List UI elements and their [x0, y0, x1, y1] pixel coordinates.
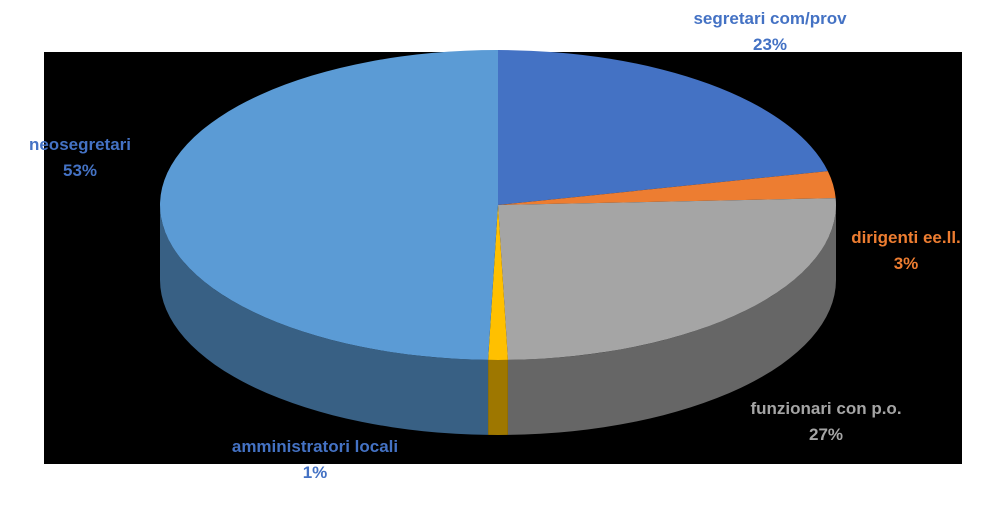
value-label: 27%	[808, 425, 844, 444]
data-label: amministratori locali 1%	[230, 434, 400, 486]
slice-top	[498, 171, 836, 205]
slice	[498, 171, 836, 205]
data-label: dirigenti ee.ll. 3%	[821, 225, 991, 277]
value-label: 3%	[893, 254, 919, 273]
data-label: funzionari con p.o. 27%	[741, 396, 911, 448]
slice-top	[498, 198, 836, 360]
data-label: neosegretari 53%	[0, 132, 165, 184]
category-label: dirigenti ee.ll.	[851, 228, 961, 247]
value-label: 1%	[302, 463, 328, 482]
slice	[159, 50, 498, 435]
slice	[498, 50, 828, 205]
slice-side	[488, 359, 508, 435]
category-label: segretari com/prov	[693, 9, 847, 28]
category-label: neosegretari	[28, 135, 132, 154]
slice-side	[507, 205, 836, 435]
slice	[488, 205, 508, 435]
category-label: amministratori locali	[231, 437, 399, 456]
slice-top	[488, 205, 508, 361]
slice-side	[160, 205, 489, 435]
value-label: 23%	[752, 35, 788, 54]
data-label: segretari com/prov 23%	[685, 6, 855, 58]
category-label: funzionari con p.o.	[750, 399, 902, 418]
value-label: 53%	[62, 161, 98, 180]
slice-top	[159, 50, 498, 360]
slice-top	[498, 50, 828, 205]
slice	[498, 198, 836, 435]
